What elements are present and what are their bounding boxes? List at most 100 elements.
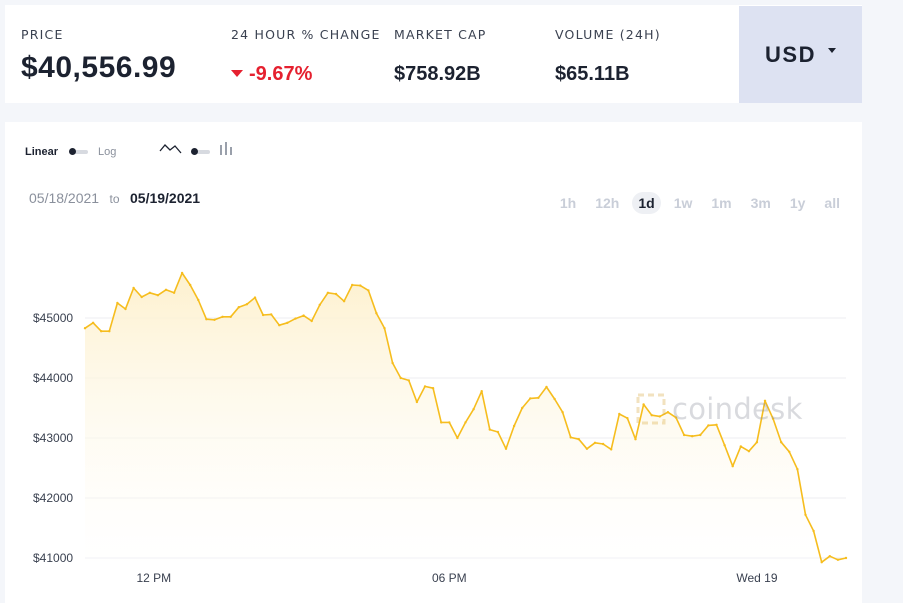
- data-point: [618, 412, 621, 416]
- data-point: [763, 399, 767, 402]
- data-point: [367, 289, 370, 292]
- range-button-1h[interactable]: 1h: [559, 195, 577, 211]
- data-point: [132, 286, 135, 290]
- data-point: [545, 385, 548, 389]
- y-tick-label: $42000: [33, 491, 73, 505]
- range-button-1y[interactable]: 1y: [789, 195, 806, 211]
- data-point: [488, 428, 491, 431]
- volume-label: VOLUME (24H): [555, 27, 661, 42]
- data-point: [342, 300, 346, 303]
- data-point: [334, 292, 338, 296]
- data-point: [788, 450, 791, 453]
- data-point: [682, 433, 686, 437]
- range-button-1w[interactable]: 1w: [673, 195, 693, 211]
- data-point: [261, 313, 265, 317]
- change-label: 24 HOUR % CHANGE: [231, 27, 381, 42]
- data-point: [820, 561, 823, 564]
- scale-linear-label[interactable]: Linear: [25, 146, 59, 158]
- data-point: [610, 448, 613, 451]
- data-point: [278, 324, 281, 327]
- data-point: [593, 441, 597, 444]
- data-point: [310, 319, 313, 323]
- data-point: [140, 295, 143, 299]
- data-point: [537, 396, 540, 399]
- data-point: [359, 284, 362, 287]
- data-point: [456, 436, 459, 440]
- data-point: [504, 447, 508, 450]
- date-to[interactable]: 05/19/2021: [130, 190, 201, 206]
- data-point: [83, 327, 87, 330]
- range-button-12h[interactable]: 12h: [595, 195, 620, 211]
- data-point: [116, 301, 119, 305]
- range-button-all[interactable]: all: [824, 195, 840, 211]
- chart-type-switch[interactable]: [191, 148, 210, 155]
- data-point: [601, 442, 605, 446]
- y-tick-label: $45000: [33, 311, 73, 325]
- data-point: [780, 441, 783, 444]
- x-tick-label: 12 PM: [136, 571, 171, 585]
- coindesk-watermark: coindesk: [636, 392, 803, 426]
- data-point: [626, 417, 629, 420]
- data-point: [245, 303, 249, 306]
- data-point: [415, 400, 419, 404]
- range-button-1m[interactable]: 1m: [711, 195, 732, 211]
- x-tick-label: 06 PM: [432, 571, 467, 585]
- range-button-3m[interactable]: 3m: [750, 195, 771, 211]
- scale-log-label[interactable]: Log: [98, 146, 117, 158]
- date-range-display: 05/18/2021 to 05/19/2021: [29, 190, 200, 208]
- data-point: [375, 312, 378, 315]
- data-point: [423, 385, 427, 388]
- currency-selector[interactable]: USD: [739, 6, 862, 103]
- data-point: [148, 291, 151, 294]
- data-point: [302, 314, 305, 317]
- data-point: [496, 430, 500, 434]
- scale-switch[interactable]: [69, 148, 88, 155]
- data-point: [512, 424, 516, 428]
- data-point: [100, 330, 103, 333]
- data-point: [237, 306, 240, 309]
- data-point: [521, 406, 524, 410]
- price-label: PRICE: [21, 27, 64, 42]
- data-point: [844, 556, 848, 560]
- data-point: [391, 361, 394, 365]
- data-point: [480, 390, 483, 393]
- data-point: [691, 435, 694, 438]
- range-button-1d[interactable]: 1d: [632, 192, 661, 214]
- data-point: [585, 447, 589, 450]
- data-point: [399, 376, 402, 380]
- market-cap-value: $758.92B: [394, 63, 481, 85]
- data-point: [253, 296, 257, 299]
- change-value: -9.67%: [249, 63, 313, 85]
- stats-header: PRICE $40,556.99 24 HOUR % CHANGE -9.67%…: [5, 5, 862, 103]
- data-point: [440, 421, 443, 424]
- data-point: [529, 397, 532, 400]
- data-point: [221, 315, 224, 318]
- down-arrow-icon: [231, 69, 243, 77]
- price-value: $40,556.99: [21, 51, 177, 84]
- line-chart-icon[interactable]: [159, 142, 183, 156]
- data-point: [731, 465, 734, 468]
- data-point: [180, 271, 184, 275]
- market-cap-label: MARKET CAP: [394, 27, 487, 42]
- change-value-wrap: -9.67%: [231, 63, 312, 86]
- date-from[interactable]: 05/18/2021: [29, 190, 100, 206]
- data-point: [658, 415, 661, 418]
- data-point: [707, 424, 710, 427]
- watermark-text: coindesk: [672, 392, 803, 426]
- data-point: [812, 529, 815, 533]
- data-point: [569, 436, 572, 439]
- data-point: [804, 513, 807, 516]
- x-tick-label: Wed 19: [736, 571, 777, 585]
- data-point: [674, 416, 678, 419]
- data-point: [229, 315, 232, 318]
- volume-value: $65.11B: [555, 63, 630, 85]
- data-point: [634, 438, 637, 441]
- candlestick-icon[interactable]: [219, 141, 235, 156]
- data-point: [318, 303, 321, 306]
- data-point: [383, 327, 386, 330]
- data-point: [189, 283, 192, 287]
- data-point: [407, 379, 410, 382]
- data-point: [124, 307, 127, 311]
